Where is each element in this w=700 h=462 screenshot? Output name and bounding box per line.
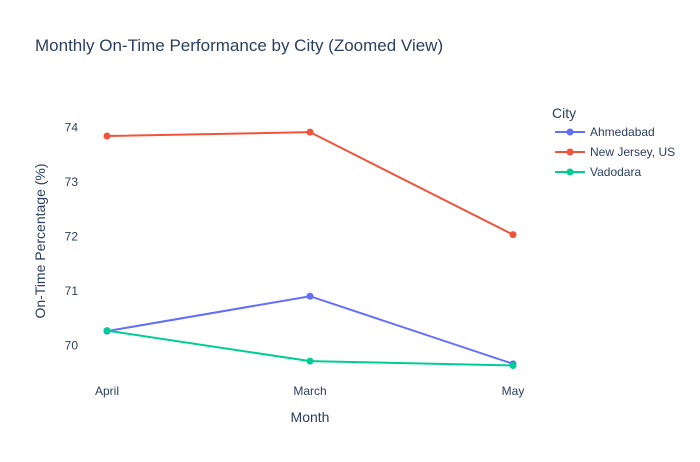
x-axis-title: Month <box>291 409 330 425</box>
chart-title: Monthly On-Time Performance by City (Zoo… <box>35 36 443 55</box>
y-axis-title: On-Time Percentage (%) <box>32 163 48 318</box>
y-tick-label: 72 <box>65 229 79 243</box>
legend-title: City <box>552 105 576 121</box>
legend-label: New Jersey, US <box>590 145 675 159</box>
legend-marker <box>566 168 574 176</box>
x-tick-label: April <box>95 384 119 398</box>
legend: City Ahmedabad New Jersey, US Vadodara <box>552 105 675 179</box>
data-point <box>306 292 314 300</box>
data-point <box>103 327 111 335</box>
x-tick-label: May <box>502 384 525 398</box>
data-point <box>509 361 517 369</box>
series-line-0 <box>106 295 514 365</box>
data-point <box>103 132 111 140</box>
y-tick-label: 73 <box>65 175 79 189</box>
y-axis-ticks: 70 71 72 73 74 <box>65 120 79 352</box>
y-tick-label: 71 <box>65 284 79 298</box>
series-line-1 <box>106 131 514 236</box>
legend-marker <box>566 128 574 136</box>
legend-marker <box>566 148 574 156</box>
data-point <box>306 357 314 365</box>
y-tick-label: 70 <box>65 338 79 352</box>
series-lines <box>103 128 517 369</box>
x-axis-ticks: April March May <box>95 384 524 398</box>
legend-label: Vadodara <box>590 165 641 179</box>
legend-label: Ahmedabad <box>590 125 655 139</box>
x-tick-label: March <box>293 384 326 398</box>
data-point <box>509 231 517 239</box>
data-point <box>306 128 314 136</box>
y-tick-label: 74 <box>65 120 79 134</box>
